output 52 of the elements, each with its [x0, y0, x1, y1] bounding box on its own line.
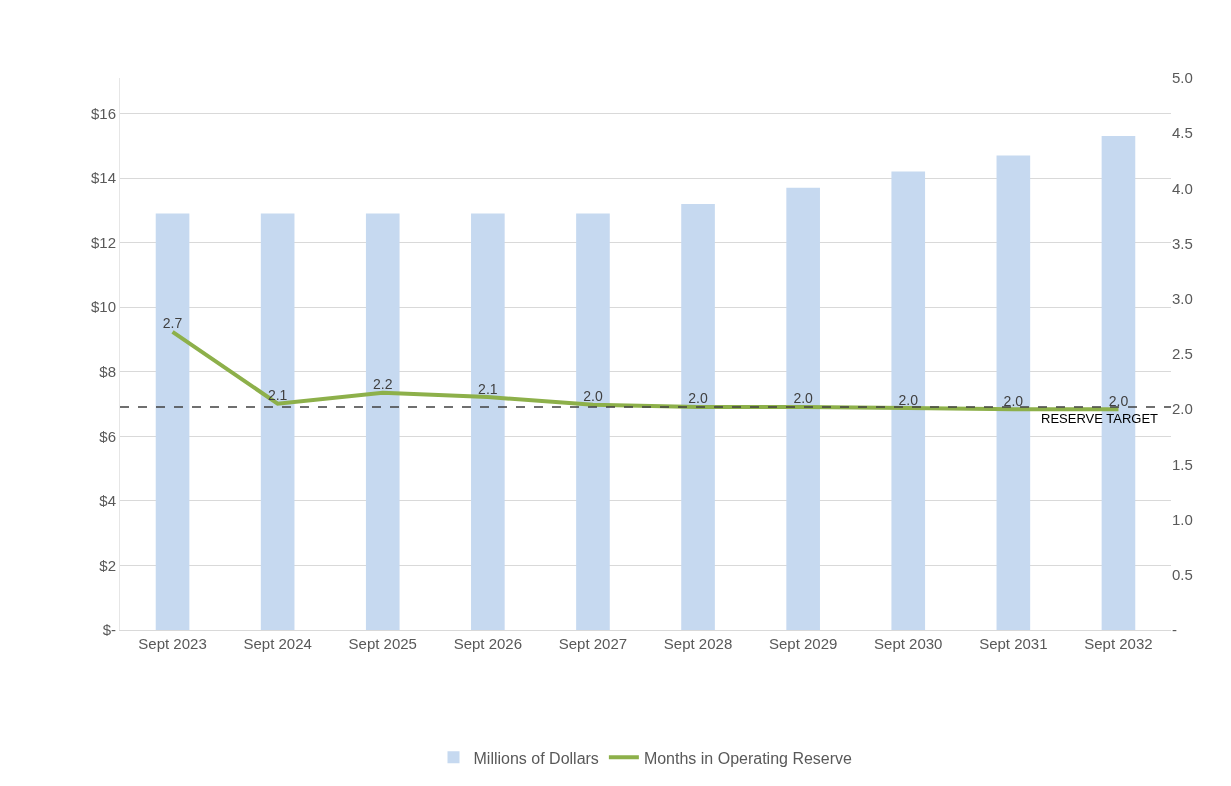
legend-label: Months in Operating Reserve — [643, 749, 853, 767]
y-tick-label: $12 — [90, 233, 116, 251]
data-label: 2.1 — [478, 380, 498, 397]
data-label: 2.0 — [898, 391, 919, 408]
x-tick-label: Sept 2024 — [243, 635, 312, 652]
bar — [471, 213, 505, 630]
x-tick-label: Sept 2027 — [558, 635, 628, 652]
y-tick-label: $14 — [90, 169, 116, 187]
y-tick-label: $8 — [99, 363, 116, 380]
y2-tick-label: 5.0 — [1172, 69, 1193, 87]
x-tick-label: Sept 2031 — [979, 635, 1048, 652]
data-label: 2.2 — [373, 376, 393, 393]
bar — [681, 203, 715, 630]
y2-tick-label: 2.5 — [1172, 345, 1193, 363]
data-label: 2.0 — [688, 390, 708, 407]
bar — [891, 171, 926, 630]
bar — [786, 187, 820, 630]
bar — [996, 155, 1031, 630]
x-tick-label: Sept 2029 — [768, 635, 838, 652]
data-label: 2.0 — [583, 388, 603, 405]
data-label: 2.0 — [1108, 392, 1129, 409]
y2-tick-label: 1.5 — [1172, 455, 1193, 473]
data-label: 2.0 — [1003, 392, 1024, 409]
y-tick-label: $10 — [90, 298, 116, 316]
bar — [365, 213, 400, 630]
bar — [260, 213, 295, 630]
y-tick-label: $4 — [99, 492, 116, 510]
y-tick-label: $2 — [99, 556, 116, 574]
y2-tick-label: 3.5 — [1172, 234, 1193, 252]
y2-tick-label: 3.0 — [1172, 290, 1193, 308]
data-label: 2.7 — [162, 315, 183, 332]
data-label: 2.1 — [267, 387, 288, 404]
y2-tick-label: 1.0 — [1172, 510, 1193, 528]
ref-line-label: RESERVE TARGET — [1041, 411, 1159, 426]
x-tick-label: Sept 2023 — [138, 635, 207, 652]
legend-label: Millions of Dollars — [473, 749, 599, 767]
y2-tick-label: 4.0 — [1172, 179, 1193, 197]
x-tick-label: Sept 2028 — [663, 635, 733, 652]
y2-tick-label: 4.5 — [1172, 124, 1193, 142]
bar — [155, 213, 190, 630]
y-tick-label: $16 — [90, 104, 116, 122]
x-tick-label: Sept 2032 — [1084, 635, 1153, 652]
x-tick-label: Sept 2030 — [874, 635, 943, 652]
x-tick-label: Sept 2026 — [453, 635, 523, 652]
y2-tick-label: - — [1172, 621, 1177, 639]
x-tick-label: Sept 2025 — [348, 635, 417, 652]
y-tick-label: $- — [102, 621, 116, 639]
y2-tick-label: 0.5 — [1172, 566, 1193, 584]
data-label: 2.0 — [793, 390, 814, 407]
y-tick-label: $6 — [99, 427, 116, 445]
y2-tick-label: 2.0 — [1172, 400, 1193, 418]
bar — [576, 213, 610, 630]
